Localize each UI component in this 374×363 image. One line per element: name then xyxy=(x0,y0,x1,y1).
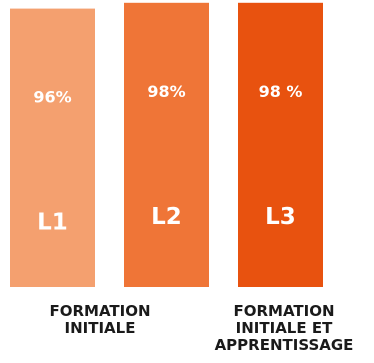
bar-l3 xyxy=(238,2,323,288)
bar-value-label: 98 % xyxy=(259,82,303,101)
group-label-line: FORMATION xyxy=(49,302,151,320)
bar-l1 xyxy=(10,8,95,287)
bar-category-label: L3 xyxy=(265,204,296,230)
group-label-formation-initiale-et-apprentissage: FORMATION INITIALE ET APPRENTISSAGE xyxy=(196,303,372,354)
group-label-line: FORMATION xyxy=(233,302,335,320)
bar-value-label: 98% xyxy=(147,82,185,101)
bar-value-label: 96% xyxy=(33,88,71,107)
group-label-formation-initiale: FORMATION INITIALE xyxy=(20,303,180,337)
group-label-line: INITIALE ET xyxy=(235,319,333,337)
group-label-line: APPRENTISSAGE xyxy=(214,336,354,354)
bar-l2 xyxy=(124,2,209,288)
group-label-line: INITIALE xyxy=(64,319,136,337)
bar-category-label: L2 xyxy=(151,204,182,230)
bar-category-label: L1 xyxy=(37,210,68,236)
